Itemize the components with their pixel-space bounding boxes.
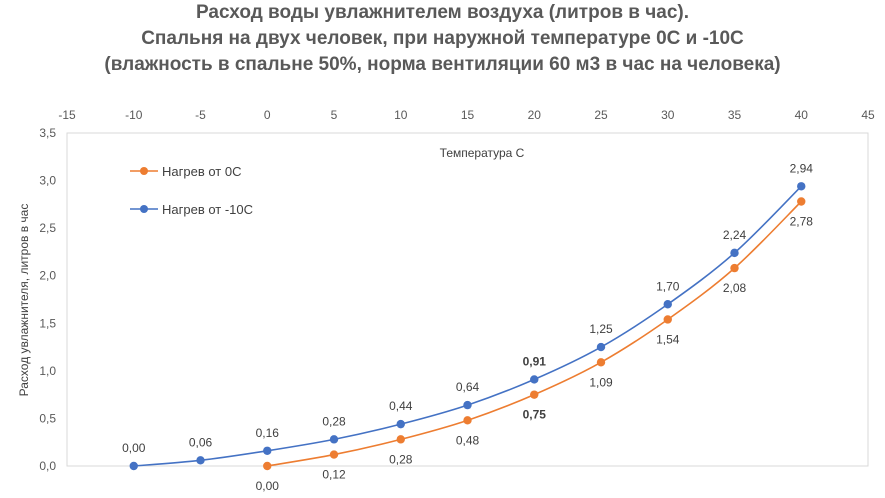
data-point <box>797 197 806 206</box>
y-tick-label: 1,5 <box>39 316 56 330</box>
data-point <box>396 419 405 429</box>
x-axis-title: Температура С <box>440 146 525 160</box>
data-point <box>263 461 272 471</box>
y-tick-label: 0,0 <box>39 459 56 473</box>
data-point <box>797 182 806 191</box>
x-axis-ticks: -15 -10 -5 0 5 10 15 20 25 30 35 40 45 <box>58 108 875 122</box>
data-point <box>263 446 272 455</box>
data-label: 2,24 <box>723 228 747 242</box>
x-tick-label: 45 <box>861 108 875 122</box>
chart-title-line-3: (влажность в спальне 50%, норма вентиляц… <box>104 54 781 75</box>
x-tick-label: -5 <box>195 108 206 122</box>
x-tick-label: 40 <box>795 108 809 122</box>
data-label: 1,70 <box>656 279 680 293</box>
y-tick-label: 2,5 <box>39 221 56 235</box>
y-tick-label: 3,0 <box>39 174 56 188</box>
data-point <box>329 450 339 459</box>
data-point <box>463 400 472 410</box>
y-axis-title: Расход увлажнителя, литров в час <box>17 204 31 397</box>
x-tick-label: 20 <box>528 108 542 122</box>
data-point <box>396 435 405 444</box>
data-point <box>129 461 138 471</box>
data-point <box>663 300 672 309</box>
data-label: 0,48 <box>456 433 480 447</box>
data-label: 0,28 <box>322 414 346 428</box>
chart-title-line-2: Спальня на двух человек, при наружной те… <box>141 28 744 49</box>
data-point <box>730 263 739 273</box>
data-label: 0,12 <box>322 468 346 482</box>
x-tick-label: 30 <box>661 108 675 122</box>
data-label: 1,54 <box>656 332 680 346</box>
x-tick-label: 15 <box>461 108 475 122</box>
data-label: 0,44 <box>389 399 413 413</box>
series-line <box>267 200 802 467</box>
x-tick-label: -10 <box>125 108 143 122</box>
data-label: 0,28 <box>389 452 413 466</box>
y-axis-ticks: 0,0 0,5 1,0 1,5 2,0 2,5 3,0 3,5 <box>39 126 56 473</box>
data-point <box>663 315 672 324</box>
y-tick-label: 1,0 <box>39 364 56 378</box>
legend-marker-heat-0 <box>140 167 148 175</box>
data-label: 2,08 <box>723 281 747 295</box>
y-tick-label: 0,5 <box>39 411 56 425</box>
data-label: 0,16 <box>256 426 280 440</box>
x-tick-label: -15 <box>58 108 76 122</box>
data-point <box>329 435 339 444</box>
x-tick-label: 35 <box>728 108 742 122</box>
x-tick-label: 10 <box>394 108 408 122</box>
data-point <box>596 342 606 352</box>
data-label: 0,00 <box>122 441 146 455</box>
data-label: 2,78 <box>790 215 814 229</box>
data-point <box>196 456 205 465</box>
plot-area-border <box>66 132 869 467</box>
data-label: 2,94 <box>790 161 814 175</box>
legend: Нагрев от 0С Нагрев от -10С <box>130 164 253 217</box>
x-tick-label: 0 <box>264 108 271 122</box>
x-tick-label: 5 <box>331 108 338 122</box>
data-label: 0,64 <box>456 380 480 394</box>
y-tick-label: 2,0 <box>39 269 56 283</box>
legend-marker-heat-minus10 <box>140 205 148 213</box>
series-1: 0,00 0,06 0,16 0,28 0,44 0,64 0,91 1,25 1,70 2,24… <box>122 161 814 471</box>
data-label: 1,09 <box>589 375 613 389</box>
x-tick-label: 25 <box>594 108 608 122</box>
legend-label-heat-minus10: Нагрев от -10С <box>162 202 253 217</box>
chart-title-line-1: Расход воды увлажнителем воздуха (литров… <box>195 2 690 23</box>
data-label: 0,75 <box>523 408 547 422</box>
data-point <box>730 248 739 258</box>
data-label: 0,91 <box>523 354 547 368</box>
series-layer: 0,000,120,280,480,751,091,542,082,780,00… <box>122 161 813 493</box>
legend-label-heat-0: Нагрев от 0С <box>162 164 241 179</box>
data-point <box>463 416 472 425</box>
series-0: 0,00 0,12 0,28 0,48 0,75 1,09 1,54 2,08 2,78 <box>256 197 814 493</box>
data-point <box>596 358 606 367</box>
data-point <box>530 390 539 399</box>
y-tick-label: 3,5 <box>39 126 56 140</box>
data-label: 1,25 <box>589 322 613 336</box>
data-point <box>530 375 539 384</box>
data-label: 0,06 <box>189 435 213 449</box>
data-label: 0,00 <box>256 479 280 493</box>
